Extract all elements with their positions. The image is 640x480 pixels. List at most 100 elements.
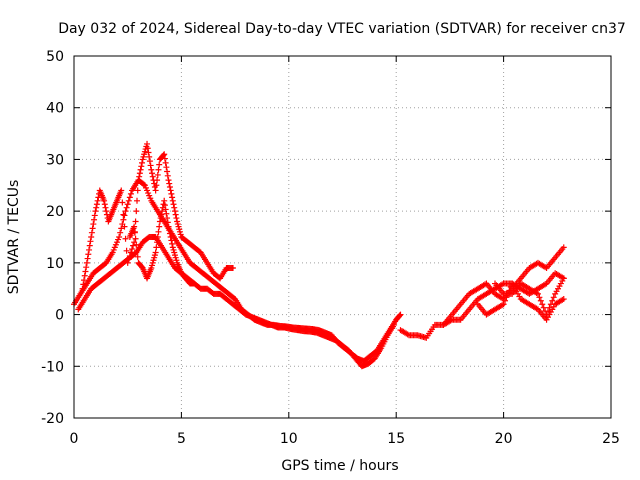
x-tick-label: 25 xyxy=(602,431,620,447)
data-point xyxy=(144,145,151,152)
data-point xyxy=(93,204,100,211)
data-point xyxy=(229,265,236,272)
data-point xyxy=(165,223,172,230)
plot-frame xyxy=(73,55,612,419)
data-point xyxy=(118,187,125,194)
data-point xyxy=(560,296,567,303)
data-point xyxy=(130,242,137,249)
data-point xyxy=(153,244,160,251)
data-point xyxy=(161,151,168,158)
data-point xyxy=(159,208,166,215)
data-point xyxy=(168,190,175,197)
data-point xyxy=(537,297,544,304)
chart-title: Day 032 of 2024, Sidereal Day-to-day VTE… xyxy=(58,21,626,37)
data-point xyxy=(82,268,89,275)
data-point xyxy=(164,219,171,226)
data-point xyxy=(164,172,171,179)
data-point xyxy=(117,229,124,236)
y-axis-label: SDTVAR / TECUs xyxy=(6,180,22,295)
data-point xyxy=(120,216,127,223)
data-point xyxy=(80,281,87,288)
data-point xyxy=(124,201,131,208)
data-point xyxy=(89,225,96,232)
series-track-g xyxy=(474,280,567,323)
data-point xyxy=(122,208,129,215)
data-point xyxy=(396,312,403,319)
data-point xyxy=(547,301,554,308)
data-point xyxy=(163,210,170,217)
data-point xyxy=(121,223,128,230)
data-point xyxy=(166,227,173,234)
data-point xyxy=(167,234,174,240)
data-point xyxy=(155,228,162,235)
data-point xyxy=(534,290,541,297)
data-point xyxy=(166,180,173,187)
y-tick-label: 30 xyxy=(46,152,64,168)
data-point xyxy=(86,246,93,253)
data-point xyxy=(170,201,177,208)
data-point xyxy=(154,239,161,246)
data-point xyxy=(123,247,130,254)
data-point xyxy=(134,197,141,204)
x-tick-label: 5 xyxy=(177,431,186,447)
data-point xyxy=(169,194,176,201)
data-point xyxy=(549,297,556,304)
data-point xyxy=(191,280,198,287)
data-point xyxy=(507,283,514,290)
data-point xyxy=(131,229,138,236)
series-track-a xyxy=(71,177,404,365)
data-point xyxy=(148,166,155,173)
data-point xyxy=(83,264,90,271)
data-point xyxy=(101,201,108,208)
data-point xyxy=(135,177,142,184)
data-point xyxy=(153,182,160,189)
data-point xyxy=(560,275,567,282)
data-point xyxy=(161,155,168,162)
data-point xyxy=(550,294,557,301)
data-point xyxy=(171,208,178,215)
y-tick-label: -10 xyxy=(41,359,64,375)
data-points xyxy=(71,140,567,370)
data-point xyxy=(84,255,91,262)
y-tick-label: 40 xyxy=(46,101,64,117)
data-point xyxy=(163,164,170,171)
data-point xyxy=(165,177,172,184)
data-point xyxy=(137,166,144,173)
data-point xyxy=(132,235,139,242)
data-point xyxy=(544,308,551,315)
data-point xyxy=(560,244,567,251)
y-tick-label: -20 xyxy=(41,411,64,427)
data-point xyxy=(136,170,143,177)
data-point xyxy=(162,159,169,166)
series-track-b xyxy=(75,234,398,370)
data-point xyxy=(162,206,169,213)
data-point xyxy=(88,229,95,236)
data-point xyxy=(154,171,161,178)
data-point xyxy=(146,158,153,165)
data-point xyxy=(154,234,161,240)
data-point xyxy=(536,294,543,301)
data-point xyxy=(118,225,125,232)
data-point xyxy=(127,249,134,256)
data-point xyxy=(102,204,109,211)
data-point xyxy=(134,253,141,260)
data-point xyxy=(146,153,153,160)
data-point xyxy=(103,208,110,215)
data-point xyxy=(164,215,171,222)
data-point xyxy=(138,163,145,170)
data-point xyxy=(169,197,176,204)
data-point xyxy=(83,259,90,266)
data-point xyxy=(152,187,159,194)
data-point xyxy=(91,212,98,219)
data-point xyxy=(500,301,507,308)
data-point xyxy=(160,152,167,159)
data-point xyxy=(126,194,133,201)
data-point xyxy=(169,240,176,247)
data-point xyxy=(502,297,509,304)
y-tick-label: 20 xyxy=(46,204,64,220)
x-tick-label: 10 xyxy=(280,431,298,447)
data-point xyxy=(167,187,174,194)
data-point xyxy=(539,301,546,308)
data-point xyxy=(136,173,143,180)
